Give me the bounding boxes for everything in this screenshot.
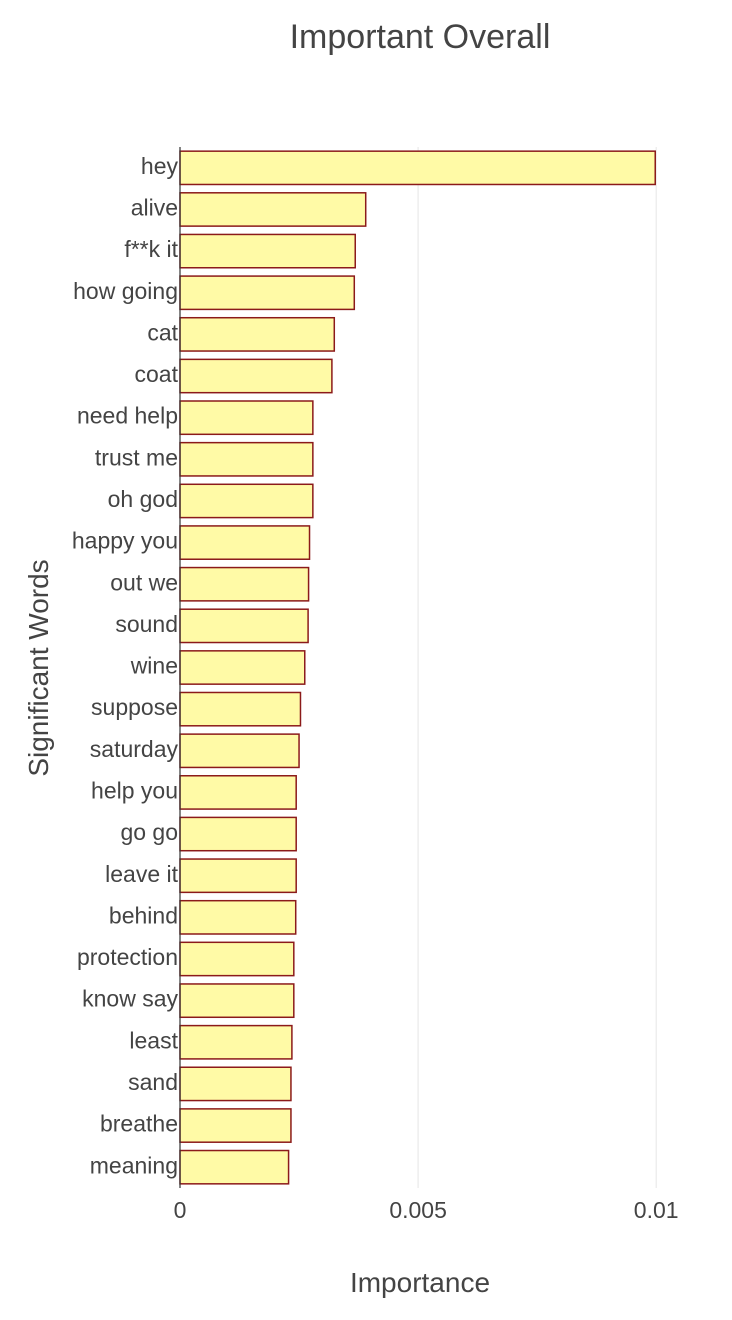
y-tick-label: suppose — [91, 694, 178, 720]
bar — [179, 441, 314, 477]
bar — [179, 983, 295, 1019]
y-tick-label: least — [129, 1027, 178, 1053]
y-tick-label: saturday — [90, 736, 179, 762]
bar — [179, 1066, 292, 1102]
x-tick-label: 0.01 — [634, 1197, 679, 1223]
y-tick-label: alive — [131, 195, 178, 221]
x-tick-label: 0 — [174, 1197, 187, 1223]
y-tick-label: know say — [82, 986, 178, 1012]
bars — [179, 150, 656, 1185]
bar — [179, 275, 356, 311]
bar — [179, 608, 309, 644]
chart-title: Important Overall — [290, 18, 551, 56]
bar — [179, 691, 302, 727]
y-tick-label: hey — [141, 153, 179, 179]
y-tick-label: meaning — [90, 1152, 178, 1178]
y-axis-title: Significant Words — [23, 559, 54, 776]
y-tick-label: wine — [130, 653, 178, 679]
y-tick-label: behind — [109, 902, 178, 928]
y-tick-label: sand — [128, 1069, 178, 1095]
bar — [179, 483, 314, 519]
y-tick-label: sound — [115, 611, 178, 637]
bar — [179, 733, 300, 769]
y-tick-label: trust me — [95, 444, 178, 470]
x-axis-title: Importance — [350, 1267, 490, 1298]
bar — [179, 775, 297, 810]
y-tick-label: happy you — [72, 528, 178, 554]
bar — [179, 192, 367, 227]
labels: 0 0.005 0.01 hey alive f**k it how going cat coa… — [72, 153, 679, 1223]
y-tick-label: leave it — [105, 861, 178, 887]
y-tick-label: breathe — [100, 1111, 178, 1137]
bar — [179, 650, 306, 685]
bar — [179, 1149, 290, 1185]
gridlines — [417, 147, 657, 1188]
bar — [179, 1108, 292, 1143]
y-tick-label: help you — [91, 777, 178, 803]
bar — [179, 858, 297, 894]
x-tick-label: 0.005 — [389, 1197, 447, 1223]
y-tick-label: out we — [110, 569, 178, 595]
y-tick-label: need help — [77, 403, 178, 429]
bar — [179, 899, 297, 935]
bar — [179, 233, 356, 269]
bar — [179, 400, 314, 436]
y-tick-label: cat — [147, 319, 178, 345]
y-tick-label: go go — [120, 819, 178, 845]
y-tick-label: oh god — [108, 486, 178, 512]
bar — [179, 941, 295, 977]
y-tick-label: protection — [77, 944, 178, 970]
bar — [179, 816, 297, 852]
bar — [179, 566, 310, 602]
bar — [179, 150, 656, 186]
y-tick-label: f**k it — [124, 236, 178, 262]
bar — [179, 316, 336, 352]
bar — [179, 1024, 293, 1060]
y-tick-label: how going — [73, 278, 178, 304]
y-tick-label: coat — [135, 361, 179, 387]
bar — [179, 525, 311, 560]
bar — [179, 358, 333, 394]
